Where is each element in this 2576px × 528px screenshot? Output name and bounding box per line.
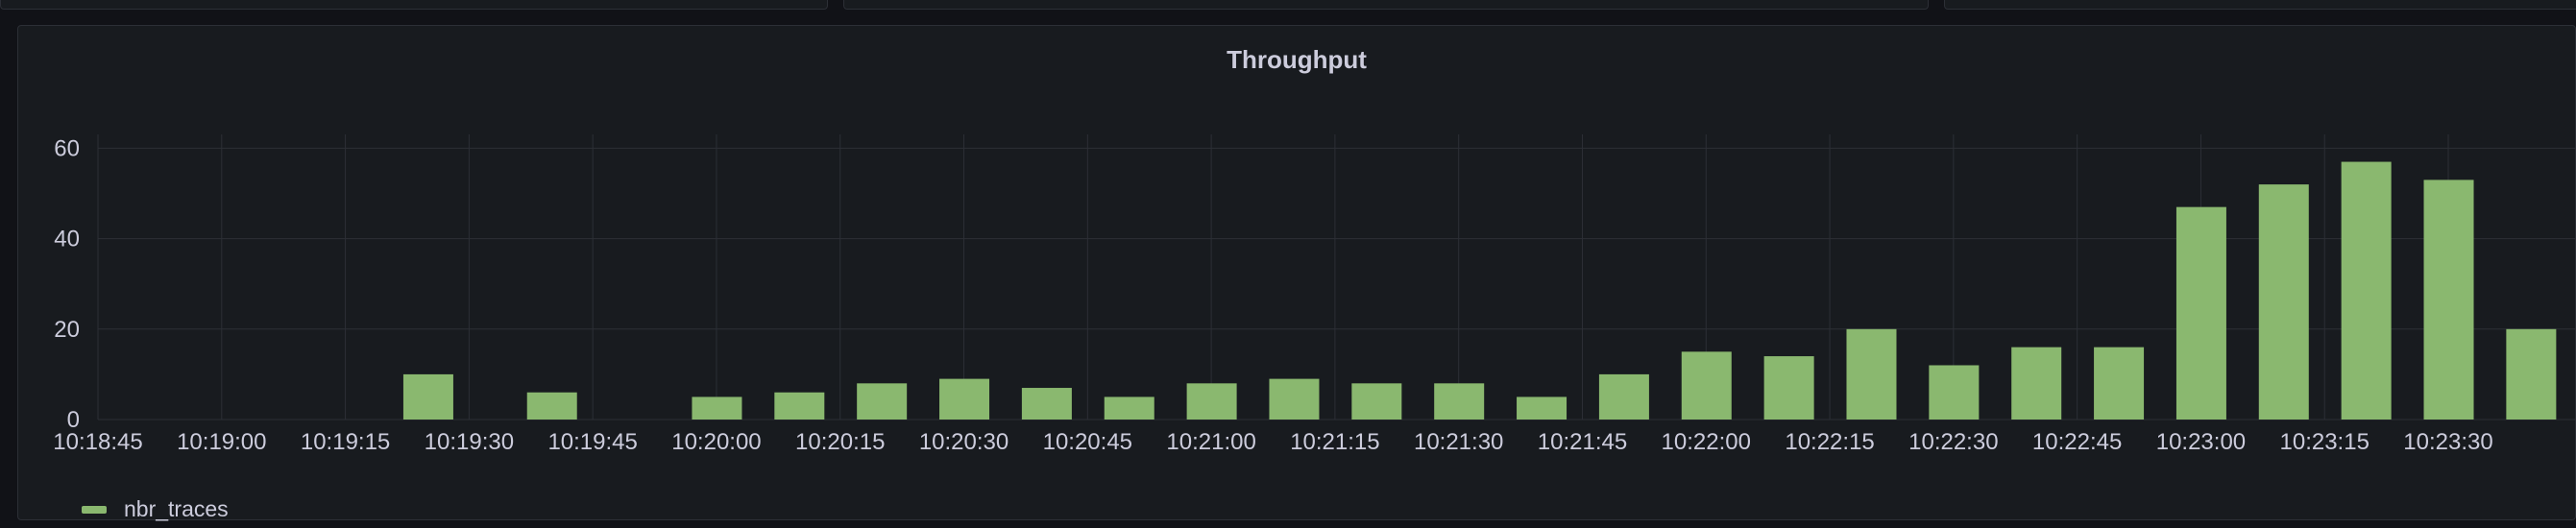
x-tick-label: 10:20:30: [919, 429, 1009, 455]
top-panel-left: [0, 0, 828, 10]
bar: [1763, 356, 1814, 420]
bar: [1104, 396, 1154, 420]
x-tick-label: 10:19:00: [177, 429, 266, 455]
x-tick-label: 10:22:00: [1662, 429, 1751, 455]
top-panel-right: [1944, 0, 2576, 10]
x-tick-label: 10:19:30: [425, 429, 514, 455]
x-tick-label: 10:20:15: [795, 429, 885, 455]
throughput-panel: Throughput 0 20 40 60 10:18:45 10:19:00 10:19:…: [17, 25, 2576, 522]
x-tick-label: 10:20:00: [671, 429, 761, 455]
x-tick-label: 10:23:30: [2403, 429, 2492, 455]
bar: [1434, 383, 1485, 420]
bar: [939, 378, 990, 420]
y-tick-label: 20: [54, 317, 80, 343]
bar: [2341, 161, 2392, 420]
x-tick-label: 10:20:45: [1043, 429, 1132, 455]
x-tick-label: 10:19:15: [301, 429, 390, 455]
y-tick-label: 0: [67, 407, 80, 433]
bar: [1846, 328, 1897, 420]
bar: [2011, 347, 2062, 420]
bar: [526, 392, 577, 420]
bar: [1517, 396, 1567, 420]
bar: [857, 383, 908, 420]
bar: [2423, 180, 2474, 420]
x-tick-label: 10:22:15: [1785, 429, 1874, 455]
bar: [2506, 328, 2557, 420]
bar: [1351, 383, 1402, 420]
bar: [2258, 184, 2309, 420]
bar: [1681, 351, 1732, 420]
top-panel-middle: [843, 0, 1929, 10]
bar: [692, 396, 742, 420]
bar: [1929, 365, 1980, 420]
legend-swatch: [82, 505, 107, 514]
x-tick-label: 10:19:45: [547, 429, 637, 455]
bar: [2094, 347, 2145, 420]
panel-title[interactable]: Throughput: [1227, 45, 1367, 74]
y-tick-label: 60: [54, 135, 80, 161]
x-tick-label: 10:21:15: [1290, 429, 1379, 455]
bar: [402, 373, 453, 420]
throughput-chart: 0 20 40 60 10:18:45 10:19:00 10:19:15 10:19:30 1…: [53, 134, 2575, 455]
x-tick-label: 10:18:45: [53, 429, 142, 455]
x-tick-label: 10:21:00: [1166, 429, 1255, 455]
bar: [774, 392, 825, 420]
x-tick-label: 10:22:30: [1908, 429, 1998, 455]
bar: [2175, 206, 2226, 420]
bar: [1269, 378, 1320, 420]
x-tick-label: 10:21:45: [1538, 429, 1627, 455]
y-tick-label: 40: [54, 227, 80, 252]
legend[interactable]: nbr_traces: [82, 496, 229, 522]
bar: [1021, 388, 1072, 420]
x-tick-label: 10:23:00: [2156, 429, 2246, 455]
legend-label-nbr-traces[interactable]: nbr_traces: [124, 496, 229, 521]
x-tick-label: 10:23:15: [2280, 429, 2369, 455]
bar: [1186, 383, 1237, 420]
x-tick-label: 10:22:45: [2032, 429, 2122, 455]
x-tick-label: 10:21:30: [1414, 429, 1503, 455]
bar: [1598, 373, 1649, 420]
